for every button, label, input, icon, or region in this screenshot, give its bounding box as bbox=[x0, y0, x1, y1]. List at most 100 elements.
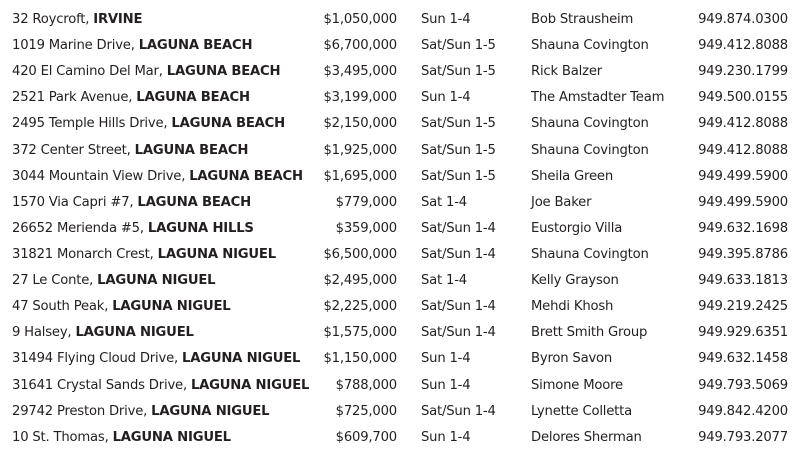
table-row: 1570 Via Capri #7, LAGUNA BEACH $779,000 S… bbox=[0, 190, 800, 216]
open-house-hours: Sat 1-4 bbox=[421, 194, 467, 210]
open-house-hours: Sun 1-4 bbox=[421, 351, 471, 367]
street: 27 Le Conte, bbox=[12, 273, 94, 289]
price: $359,000 bbox=[335, 220, 398, 236]
price: $2,225,000 bbox=[323, 299, 397, 315]
price: $788,000 bbox=[335, 377, 398, 393]
address: 9 Halsey, LAGUNA NIGUEL bbox=[12, 320, 194, 346]
open-house-hours: Sun 1-4 bbox=[421, 377, 471, 393]
price: $6,700,000 bbox=[323, 38, 397, 54]
open-house-hours: Sat 1-4 bbox=[421, 273, 467, 289]
price: $725,000 bbox=[335, 403, 398, 419]
price: $1,150,000 bbox=[323, 351, 397, 367]
agent-name: Kelly Grayson bbox=[531, 273, 619, 289]
price: $2,150,000 bbox=[323, 116, 397, 132]
agent-name: Simone Moore bbox=[531, 377, 623, 393]
street: 32 Roycroft, bbox=[12, 12, 90, 27]
agent-phone: 949.219.2425 bbox=[698, 299, 788, 315]
agent-name: Byron Savon bbox=[531, 351, 613, 367]
agent-phone: 949.412.8088 bbox=[698, 38, 788, 54]
table-row: 9 Halsey, LAGUNA NIGUEL $1,575,000 Sat/Sun… bbox=[0, 320, 800, 346]
street: 31821 Monarch Crest, bbox=[12, 246, 154, 262]
agent-phone: 949.499.5900 bbox=[698, 168, 788, 184]
address: 31494 Flying Cloud Drive, LAGUNA NIGUEL bbox=[12, 346, 300, 372]
city: LAGUNA NIGUEL bbox=[190, 377, 310, 393]
price: $3,199,000 bbox=[323, 90, 397, 106]
street: 2521 Park Avenue, bbox=[12, 90, 133, 106]
agent-name: Brett Smith Group bbox=[531, 325, 648, 341]
price: $2,495,000 bbox=[323, 273, 397, 289]
address: 2495 Temple Hills Drive, LAGUNA BEACH bbox=[12, 111, 285, 137]
address: 10 St. Thomas, LAGUNA NIGUEL bbox=[12, 425, 231, 451]
city: LAGUNA BEACH bbox=[171, 116, 285, 132]
open-house-hours: Sat/Sun 1-5 bbox=[421, 142, 496, 158]
agent-phone: 949.929.6351 bbox=[698, 325, 788, 341]
city: LAGUNA NIGUEL bbox=[157, 246, 276, 262]
table-row: 2495 Temple Hills Drive, LAGUNA BEACH $2,… bbox=[0, 111, 800, 137]
agent-phone: 949.874.0300 bbox=[698, 12, 788, 27]
agent-name: Bob Strausheim bbox=[531, 12, 634, 27]
street: 9 Halsey, bbox=[12, 325, 72, 341]
street: 47 South Peak, bbox=[12, 299, 109, 315]
open-house-hours: Sat/Sun 1-5 bbox=[421, 38, 496, 54]
table-row: 2521 Park Avenue, LAGUNA BEACH $3,199,000… bbox=[0, 85, 800, 111]
table-row: 26652 Merienda #5, LAGUNA HILLS $359,000 S… bbox=[0, 216, 800, 242]
city: LAGUNA BEACH bbox=[134, 142, 249, 158]
city: LAGUNA NIGUEL bbox=[112, 429, 231, 445]
agent-name: Delores Sherman bbox=[531, 429, 642, 445]
agent-phone: 949.632.1458 bbox=[698, 351, 788, 367]
open-house-listings-table: 32 Roycroft, IRVINE $1,050,000 Sun 1-4 Bob … bbox=[0, 7, 800, 451]
open-house-hours: Sat/Sun 1-5 bbox=[421, 168, 496, 184]
table-row: 31641 Crystal Sands Drive, LAGUNA NIGUEL… bbox=[0, 373, 800, 399]
address: 29742 Preston Drive, LAGUNA NIGUEL bbox=[12, 399, 270, 425]
city: LAGUNA NIGUEL bbox=[182, 351, 301, 367]
address: 31641 Crystal Sands Drive, LAGUNA NIGUEL bbox=[12, 373, 309, 399]
city: LAGUNA HILLS bbox=[147, 220, 254, 236]
table-row: 47 South Peak, LAGUNA NIGUEL $2,225,000 Sa… bbox=[0, 294, 800, 320]
agent-name: Sheila Green bbox=[531, 168, 613, 184]
agent-name: Eustorgio Villa bbox=[531, 220, 623, 236]
agent-name: Shauna Covington bbox=[531, 116, 649, 132]
address: 27 Le Conte, LAGUNA NIGUEL bbox=[12, 268, 216, 294]
open-house-hours: Sat/Sun 1-5 bbox=[421, 64, 496, 80]
agent-name: Rick Balzer bbox=[531, 64, 602, 80]
table-row: 31494 Flying Cloud Drive, LAGUNA NIGUEL $… bbox=[0, 346, 800, 372]
street: 1019 Marine Drive, bbox=[12, 38, 135, 54]
agent-phone: 949.500.0155 bbox=[698, 90, 788, 106]
street: 2495 Temple Hills Drive, bbox=[12, 116, 168, 132]
agent-phone: 949.793.2077 bbox=[698, 429, 788, 445]
street: 10 St. Thomas, bbox=[12, 429, 109, 445]
city: LAGUNA NIGUEL bbox=[75, 325, 194, 341]
agent-name: Shauna Covington bbox=[531, 38, 649, 54]
street: 26652 Merienda #5, bbox=[12, 220, 144, 236]
agent-name: Joe Baker bbox=[531, 194, 592, 210]
table-row: 3044 Mountain View Drive, LAGUNA BEACH $1… bbox=[0, 164, 800, 190]
agent-phone: 949.842.4200 bbox=[698, 403, 788, 419]
open-house-hours: Sat/Sun 1-4 bbox=[421, 246, 496, 262]
address: 1570 Via Capri #7, LAGUNA BEACH bbox=[12, 190, 251, 216]
address: 31821 Monarch Crest, LAGUNA NIGUEL bbox=[12, 242, 276, 268]
agent-phone: 949.230.1799 bbox=[698, 64, 788, 80]
address: 2521 Park Avenue, LAGUNA BEACH bbox=[12, 85, 250, 111]
open-house-hours: Sat/Sun 1-4 bbox=[421, 325, 496, 341]
table-row: 420 El Camino Del Mar, LAGUNA BEACH $3,49… bbox=[0, 59, 800, 85]
address: 420 El Camino Del Mar, LAGUNA BEACH bbox=[12, 59, 281, 85]
city: LAGUNA BEACH bbox=[137, 194, 251, 210]
table-row: 27 Le Conte, LAGUNA NIGUEL $2,495,000 Sat … bbox=[0, 268, 800, 294]
price: $6,500,000 bbox=[323, 246, 397, 262]
agent-phone: 949.632.1698 bbox=[698, 220, 788, 236]
open-house-hours: Sun 1-4 bbox=[421, 90, 471, 106]
price: $609,700 bbox=[335, 429, 398, 445]
street: 1570 Via Capri #7, bbox=[12, 194, 134, 210]
street: 31494 Flying Cloud Drive, bbox=[12, 351, 178, 367]
street: 372 Center Street, bbox=[12, 142, 131, 158]
price: $1,695,000 bbox=[323, 168, 397, 184]
street: 29742 Preston Drive, bbox=[12, 403, 148, 419]
table-row: 29742 Preston Drive, LAGUNA NIGUEL $725,0… bbox=[0, 399, 800, 425]
address: 32 Roycroft, IRVINE bbox=[12, 7, 142, 33]
agent-name: Shauna Covington bbox=[531, 142, 649, 158]
open-house-hours: Sat/Sun 1-4 bbox=[421, 220, 496, 236]
agent-name: Lynette Colletta bbox=[531, 403, 632, 419]
price: $1,925,000 bbox=[323, 142, 397, 158]
agent-phone: 949.633.1813 bbox=[698, 273, 788, 289]
table-row: 32 Roycroft, IRVINE $1,050,000 Sun 1-4 Bob … bbox=[0, 7, 800, 33]
